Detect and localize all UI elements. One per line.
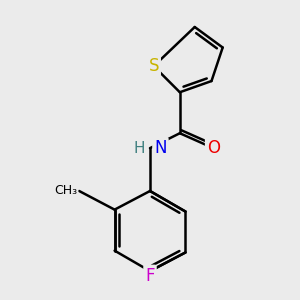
Text: N: N xyxy=(154,139,167,157)
Text: H: H xyxy=(134,141,145,156)
Text: F: F xyxy=(145,267,155,285)
Text: S: S xyxy=(148,57,159,75)
Text: CH₃: CH₃ xyxy=(54,184,77,197)
Text: O: O xyxy=(207,139,220,157)
